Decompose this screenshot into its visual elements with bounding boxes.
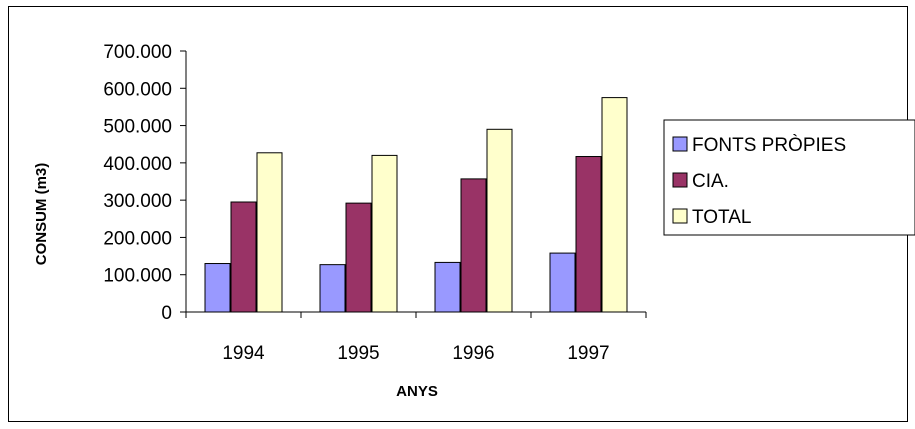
y-tick-label: 0 [161, 303, 172, 324]
y-axis-title: CONSUM (m3) [33, 163, 50, 266]
bar [319, 264, 346, 313]
y-tick-label: 700.000 [103, 42, 172, 63]
y-tick-label: 500.000 [103, 117, 172, 138]
legend-box [663, 119, 915, 236]
bar [434, 261, 461, 313]
legend-label: TOTAL [692, 207, 751, 228]
bar [575, 156, 602, 313]
x-tick-label: 1995 [337, 343, 379, 364]
bar [601, 97, 628, 313]
legend-swatch [672, 208, 688, 224]
legend-swatch [672, 136, 688, 152]
legend-label: FONTS PRÒPIES [692, 134, 846, 156]
legend: FONTS PRÒPIES CIA. TOTAL [663, 119, 915, 236]
y-tick-label: 600.000 [103, 79, 172, 100]
bar [345, 202, 372, 313]
bar [549, 252, 576, 313]
bar [230, 201, 257, 313]
tick-labels: 0 100.000 200.000 300.000 400.000 500.000 600.… [103, 42, 609, 364]
bar [371, 154, 398, 313]
legend-label: CIA. [692, 171, 729, 192]
bar [256, 152, 283, 313]
y-tick-label: 100.000 [103, 266, 172, 287]
x-tick-label: 1994 [222, 343, 265, 364]
bars [204, 97, 628, 313]
y-tick-label: 300.000 [103, 191, 172, 212]
y-tick-label: 400.000 [103, 154, 172, 175]
legend-swatch [672, 172, 688, 188]
x-tick-label: 1997 [567, 343, 609, 364]
bar [204, 263, 231, 313]
y-tick-label: 200.000 [103, 228, 172, 249]
bar [486, 128, 513, 313]
bar [460, 178, 487, 313]
x-tick-label: 1996 [452, 343, 494, 364]
x-axis-title: ANYS [396, 383, 438, 400]
